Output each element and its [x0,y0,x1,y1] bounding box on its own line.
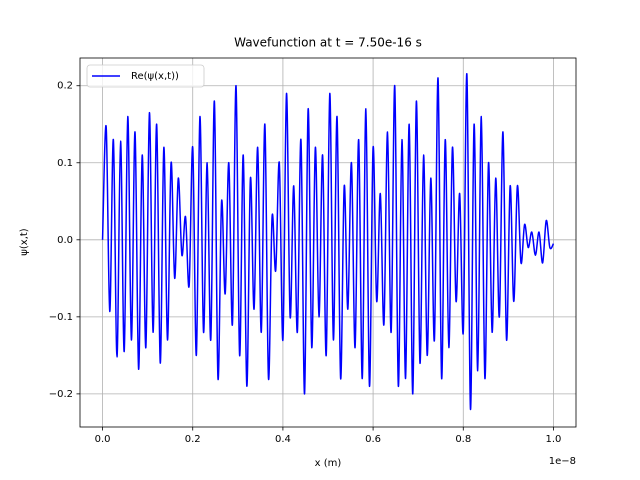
chart-title: Wavefunction at t = 7.50e-16 s [234,36,422,50]
legend-box [86,64,205,88]
y-axis-label: ψ(x,t) [19,228,30,256]
y-tick-label: 0.0 [57,235,73,246]
y-tick-label: −0.2 [49,389,73,400]
x-tick-label: 0.6 [365,434,381,445]
x-tick-label: 1.0 [546,434,562,445]
x-offset-label: 1e−8 [549,456,576,467]
line-series [101,73,555,411]
x-tick-label: 0.2 [185,434,201,445]
plot-frame [79,57,577,428]
x-tick-label: 0.4 [275,434,291,445]
legend-label: Re(ψ(x,t)) [131,71,179,82]
y-tick-label: 0.1 [57,158,73,169]
x-tick-label: 0.0 [95,434,111,445]
x-tick-label: 0.8 [455,434,471,445]
x-axis-label: x (m) [315,458,342,469]
y-tick-label: −0.1 [49,312,73,323]
y-tick-label: 0.2 [57,81,73,92]
